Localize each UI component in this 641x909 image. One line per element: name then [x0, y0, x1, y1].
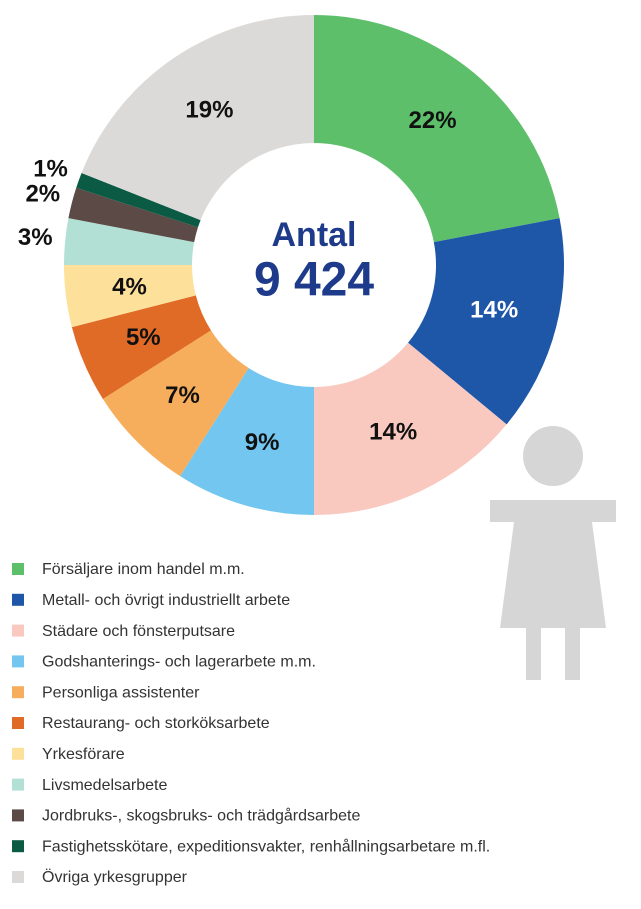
donut-slice: [314, 342, 507, 515]
legend-swatch: [12, 871, 24, 883]
legend-label: Fastighetsskötare, expeditionsvakter, re…: [42, 837, 490, 855]
legend-label: Godshanterings- och lagerarbete m.m.: [42, 654, 316, 671]
legend-swatch: [12, 809, 24, 822]
value-label: 14%: [369, 419, 417, 446]
legend-label: Restaurang- och storköksarbete: [42, 715, 270, 732]
value-label: 9%: [245, 429, 280, 456]
value-label: 7%: [165, 382, 200, 409]
value-label: 1%: [33, 155, 68, 182]
donut-slice: [76, 172, 201, 228]
legend-swatch: [12, 593, 24, 606]
donut-slice: [314, 15, 560, 243]
donut-slice: [81, 15, 314, 221]
legend-swatch: [12, 655, 24, 668]
legend-swatch: [12, 747, 24, 760]
value-label: 4%: [112, 274, 147, 301]
center-value: 9 424: [254, 254, 374, 307]
donut-slice: [68, 187, 198, 243]
value-label: 22%: [409, 107, 457, 134]
donut-slice: [64, 218, 195, 265]
donut-slice: [64, 265, 196, 328]
legend-label: Övriga yrkesgrupper: [42, 868, 188, 886]
woman-icon: [490, 426, 616, 680]
legend-swatch: [12, 778, 24, 791]
legend-swatch: [12, 840, 24, 853]
legend-label: Livsmedelsarbete: [42, 777, 168, 794]
value-label: 14%: [470, 297, 518, 324]
legend-label: Metall- och övrigt industriellt arbete: [42, 592, 290, 609]
legend-label: Yrkesförare: [42, 746, 125, 763]
legend-label: Personliga assistenter: [42, 684, 200, 701]
value-label: 5%: [126, 324, 161, 351]
legend-swatch: [12, 686, 24, 699]
legend-label: Jordbruks-, skogsbruks- och trädgårdsarb…: [42, 807, 360, 825]
donut-slice: [408, 218, 564, 425]
donut-slice: [71, 295, 211, 399]
value-label: 2%: [25, 181, 60, 208]
legend-swatch: [12, 624, 24, 637]
legend-swatch: [12, 563, 24, 575]
value-label: 3%: [18, 224, 53, 251]
donut-slice: [180, 368, 314, 515]
legend-label: Städare och fönsterputsare: [42, 623, 235, 640]
legend-label: Försäljare inom handel m.m.: [42, 561, 245, 578]
legend-swatch: [12, 717, 24, 729]
donut-slice: [102, 330, 249, 477]
center-label: Antal: [272, 216, 357, 254]
value-label: 19%: [185, 97, 233, 124]
